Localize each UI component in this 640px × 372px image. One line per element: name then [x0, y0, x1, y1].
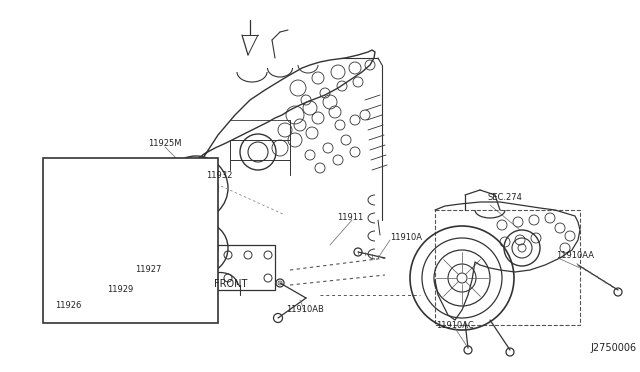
Bar	[43, 158, 218, 323]
Text: 11927: 11927	[135, 266, 161, 275]
Text: 11925M: 11925M	[148, 138, 182, 148]
Text: J2750006: J2750006	[590, 343, 636, 353]
Circle shape	[276, 279, 284, 287]
Text: FRONT: FRONT	[214, 279, 248, 289]
Text: 11910A: 11910A	[390, 234, 422, 243]
Text: 11910AA: 11910AA	[556, 250, 594, 260]
Bar	[435, 210, 580, 325]
Bar	[215, 245, 275, 290]
Text: SEC.274: SEC.274	[488, 192, 523, 202]
Text: 11929: 11929	[107, 285, 133, 295]
Text: 11911: 11911	[337, 214, 363, 222]
Circle shape	[273, 314, 282, 323]
Text: 11926: 11926	[55, 301, 81, 310]
Text: 11910AC: 11910AC	[436, 321, 474, 330]
Text: 11932: 11932	[206, 170, 232, 180]
Text: 11910AB: 11910AB	[286, 305, 324, 314]
Circle shape	[60, 276, 72, 288]
